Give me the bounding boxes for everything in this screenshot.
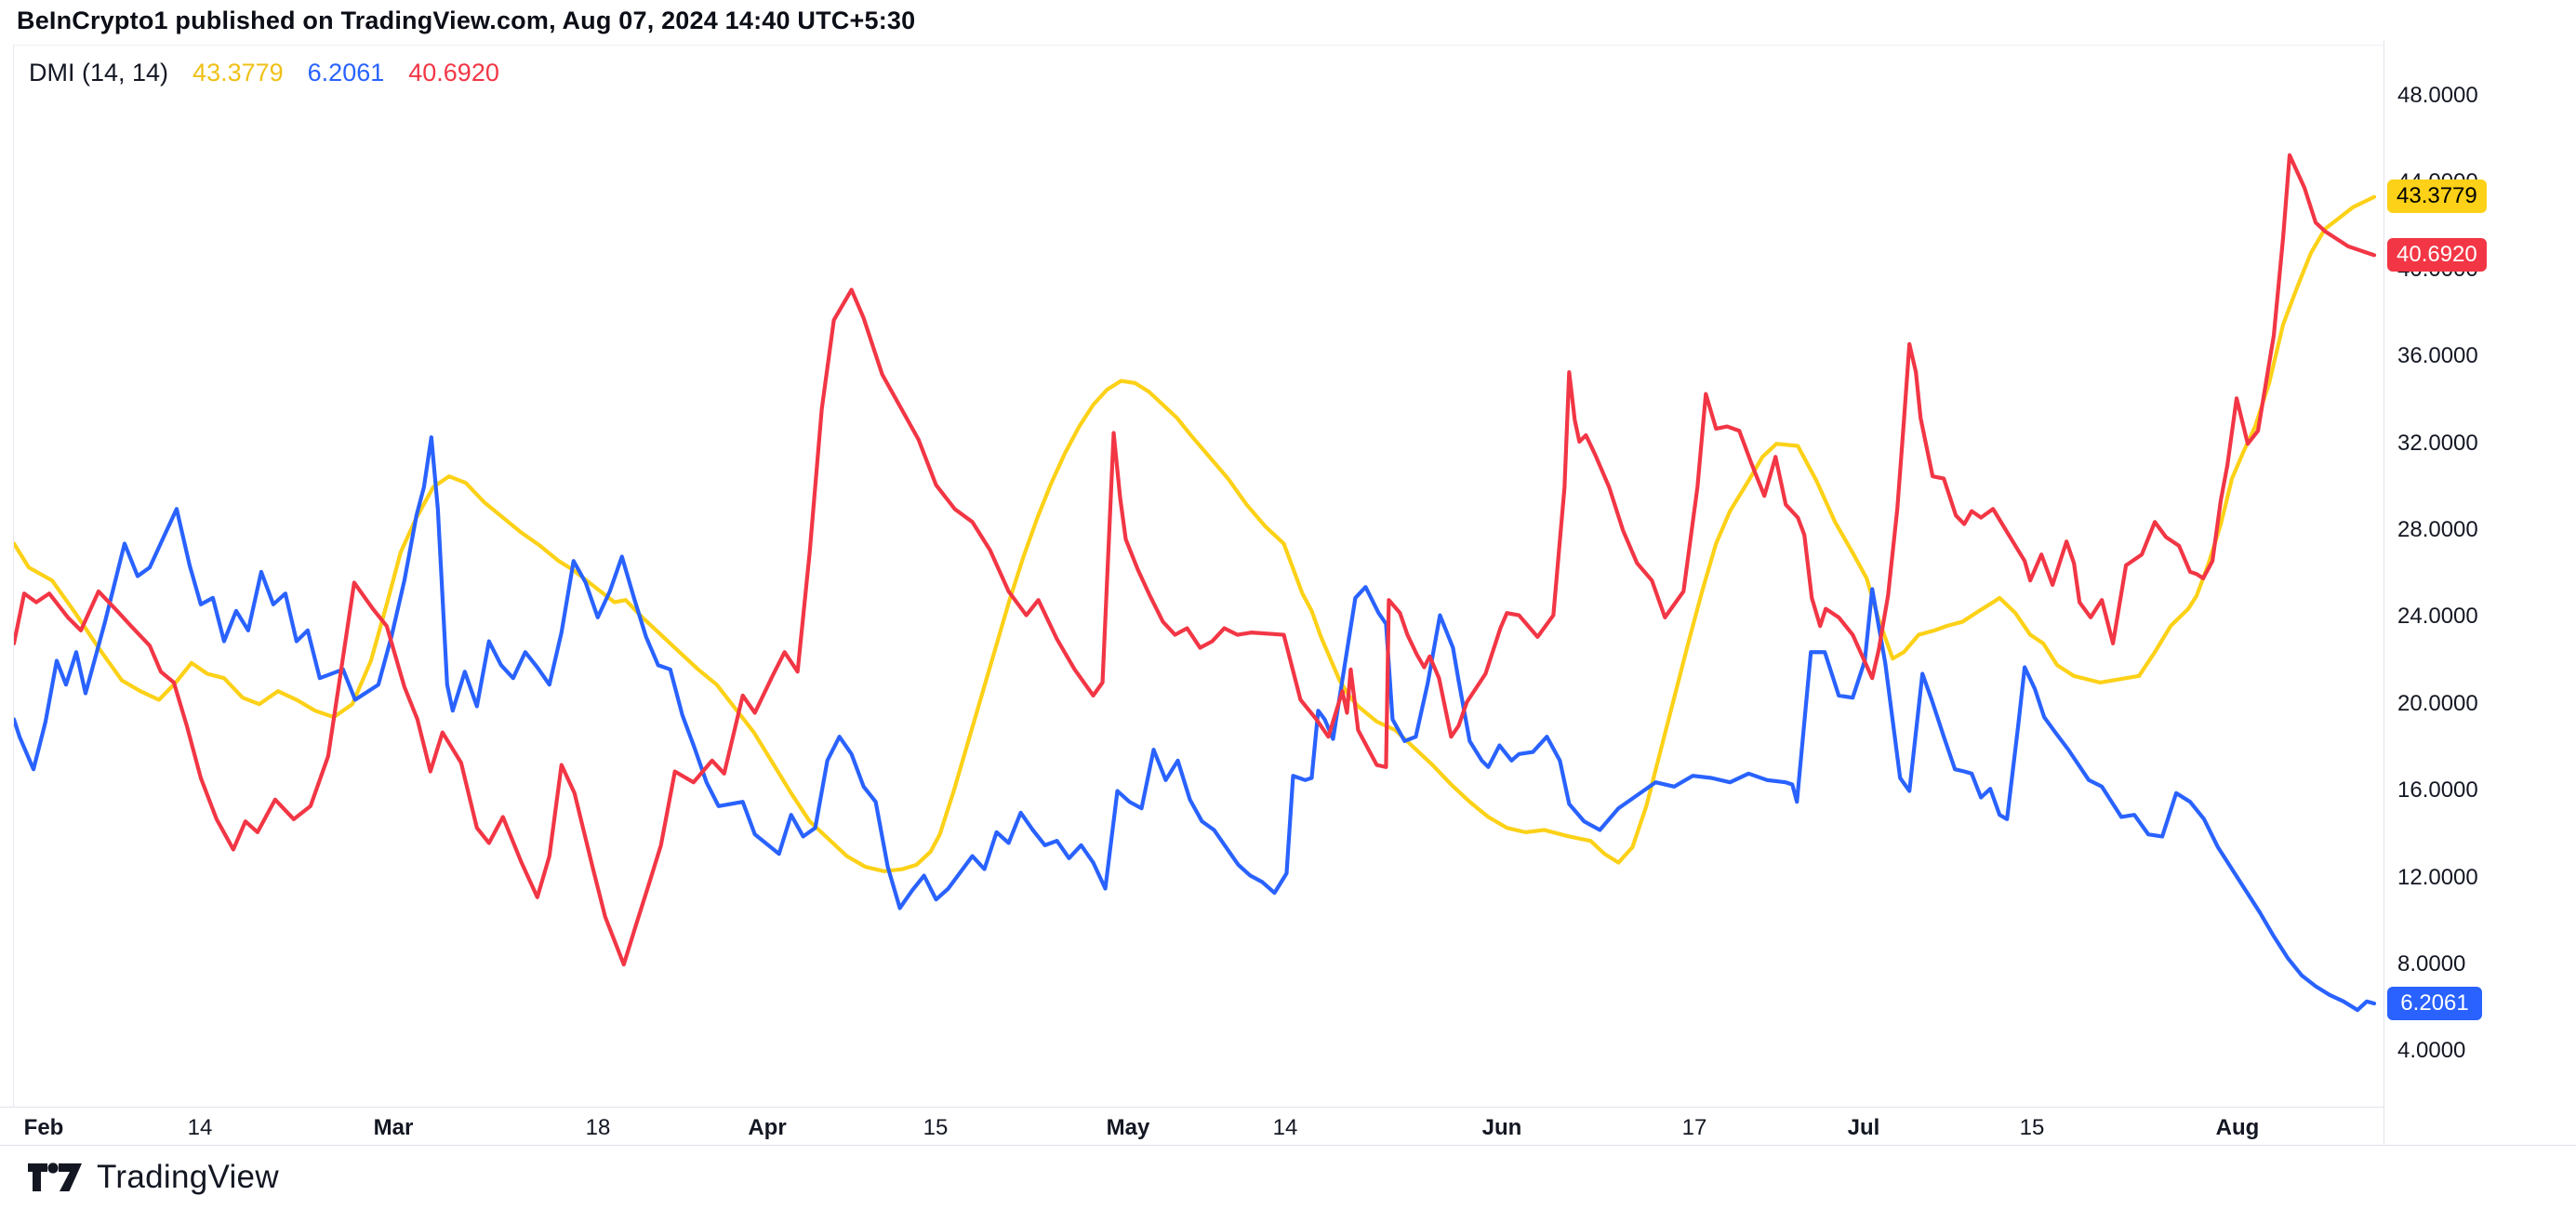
- y-label-12: 12.0000: [2397, 864, 2478, 890]
- minus-di-value: 40.6920: [408, 59, 499, 86]
- x-tick-jul: Jul: [1847, 1115, 1880, 1140]
- adx-value: 43.3779: [193, 59, 284, 86]
- dmi-chart-canvas[interactable]: [14, 46, 2383, 1107]
- price-badge-43.3779[interactable]: 43.3779: [2387, 179, 2487, 213]
- x-tick-14: 14: [1272, 1115, 1298, 1140]
- header: BeInCrypto1 published on TradingView.com…: [0, 0, 2576, 41]
- indicator-name[interactable]: DMI (14, 14): [29, 59, 169, 86]
- x-tick-17: 17: [1681, 1115, 1707, 1140]
- x-tick-18: 18: [585, 1115, 611, 1140]
- tradingview-logo-icon[interactable]: [28, 1159, 82, 1196]
- x-tick-mar: Mar: [373, 1115, 414, 1140]
- y-label-16: 16.0000: [2397, 777, 2478, 804]
- minus-di-line: [14, 153, 2377, 967]
- y-label-36: 36.0000: [2397, 343, 2478, 369]
- x-tick-aug: Aug: [2215, 1115, 2260, 1140]
- x-tick-14: 14: [187, 1115, 213, 1140]
- adx-line: [14, 194, 2377, 873]
- plot-area[interactable]: DMI (14, 14) 43.3779 6.2061 40.6920: [13, 45, 2383, 1107]
- plus-di-value: 6.2061: [307, 59, 385, 86]
- x-axis[interactable]: Feb 14 Mar 18 Apr 15 May 14 Jun 17 Jul 15 Aug: [0, 1107, 2383, 1146]
- x-tick-15: 15: [923, 1115, 949, 1140]
- page-title: BeInCrypto1 published on TradingView.com…: [17, 6, 916, 34]
- price-scale[interactable]: 48.000044.000040.000036.000032.000028.00…: [2383, 41, 2576, 1145]
- tradingview-wordmark[interactable]: TradingView: [97, 1158, 279, 1195]
- y-label-20: 20.0000: [2397, 690, 2478, 716]
- chart-main-row: DMI (14, 14) 43.3779 6.2061 40.6920 Feb 1…: [0, 41, 2576, 1146]
- price-badge-6.2061[interactable]: 6.2061: [2387, 986, 2482, 1020]
- plot-column: DMI (14, 14) 43.3779 6.2061 40.6920 Feb 1…: [0, 41, 2383, 1145]
- x-tick-apr: Apr: [748, 1115, 787, 1140]
- price-badge-40.6920[interactable]: 40.6920: [2387, 237, 2487, 272]
- y-label-24: 24.0000: [2397, 604, 2478, 630]
- footer: TradingView: [0, 1146, 2576, 1208]
- indicator-legend[interactable]: DMI (14, 14) 43.3779 6.2061 40.6920: [29, 59, 499, 87]
- x-tick-15: 15: [2019, 1115, 2045, 1140]
- y-label-28: 28.0000: [2397, 517, 2478, 542]
- x-tick-jun: Jun: [1481, 1115, 1522, 1140]
- y-label-48: 48.0000: [2397, 83, 2478, 108]
- y-label-4: 4.0000: [2397, 1038, 2466, 1064]
- x-tick-feb: Feb: [23, 1115, 64, 1140]
- y-label-32: 32.0000: [2397, 430, 2478, 456]
- y-label-8: 8.0000: [2397, 951, 2466, 976]
- x-tick-may: May: [1106, 1115, 1150, 1140]
- plus-di-line: [14, 435, 2377, 1013]
